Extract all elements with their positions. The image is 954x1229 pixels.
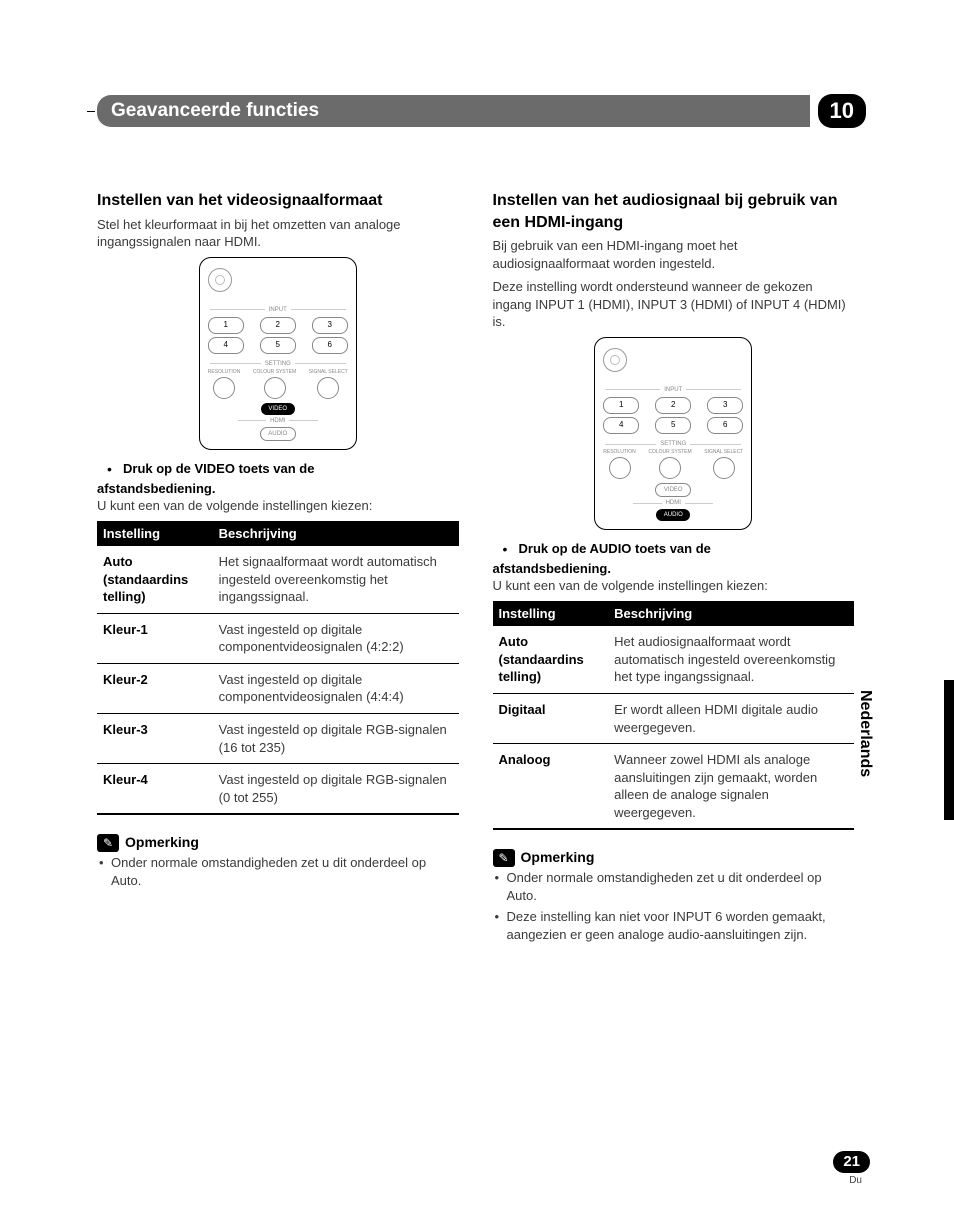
cell-k3: Kleur-3 bbox=[97, 713, 213, 763]
pencil-icon: ✎ bbox=[493, 849, 515, 867]
cell-k1: Kleur-1 bbox=[97, 613, 213, 663]
cell-auto-desc: Het audiosignaalformaat wordt automatisc… bbox=[608, 626, 854, 693]
cell-k3-desc: Vast ingesteld op digitale RGB-signalen … bbox=[213, 713, 459, 763]
remote-diagram-video: INPUT 1 2 3 4 5 6 SETTING RESOLUTION COL… bbox=[97, 257, 459, 450]
cell-ana: Analoog bbox=[493, 744, 609, 830]
cell-auto: Auto (standaardins telling) bbox=[97, 546, 213, 613]
th-beschrijving: Beschrijving bbox=[213, 521, 459, 547]
left-intro: Stel het kleurformaat in bij het omzette… bbox=[97, 216, 459, 251]
input-label: INPUT bbox=[664, 386, 682, 394]
right-table: Instelling Beschrijving Auto (standaardi… bbox=[493, 601, 855, 830]
cell-k4-desc: Vast ingesteld op digitale RGB-signalen … bbox=[213, 764, 459, 815]
remote-diagram-audio: INPUT 1 2 3 4 5 6 SETTING RESOLUTION COL… bbox=[493, 337, 855, 530]
remote-btn-2: 2 bbox=[655, 397, 691, 414]
remote-btn-4: 4 bbox=[208, 337, 244, 354]
left-sub: U kunt een van de volgende instellingen … bbox=[97, 497, 459, 515]
remote-btn-3: 3 bbox=[707, 397, 743, 414]
right-sub: U kunt een van de volgende instellingen … bbox=[493, 577, 855, 595]
edge-marker bbox=[944, 680, 954, 820]
left-bullet: Druk op de VIDEO toets van de bbox=[97, 460, 459, 478]
setting-res: RESOLUTION bbox=[603, 450, 636, 455]
th-instelling: Instelling bbox=[493, 601, 609, 627]
remote-btn-4: 4 bbox=[603, 417, 639, 434]
page-sub: Du bbox=[849, 1174, 862, 1188]
cell-k4: Kleur-4 bbox=[97, 764, 213, 815]
setting-label: SETTING bbox=[265, 360, 291, 368]
led-icon bbox=[603, 348, 627, 372]
note-title-left: Opmerking bbox=[125, 833, 199, 852]
th-beschrijving: Beschrijving bbox=[608, 601, 854, 627]
right-note-1: Onder normale omstandigheden zet u dit o… bbox=[493, 869, 855, 904]
chapter-title: Geavanceerde functies bbox=[97, 95, 810, 127]
left-heading: Instellen van het videosignaalformaat bbox=[97, 190, 459, 212]
remote-btn-6: 6 bbox=[312, 337, 348, 354]
setting-sig: SIGNAL SELECT bbox=[704, 450, 743, 455]
led-icon bbox=[208, 268, 232, 292]
cell-auto: Auto (standaardins telling) bbox=[493, 626, 609, 693]
right-bullet-l2: afstandsbediening. bbox=[493, 560, 855, 578]
remote-btn-5: 5 bbox=[655, 417, 691, 434]
audio-pill: AUDIO bbox=[260, 427, 296, 441]
language-tab: Nederlands bbox=[854, 690, 876, 777]
left-table: Instelling Beschrijving Auto (standaardi… bbox=[97, 521, 459, 816]
remote-btn-6: 6 bbox=[707, 417, 743, 434]
setting-sig: SIGNAL SELECT bbox=[309, 370, 348, 375]
cell-dig: Digitaal bbox=[493, 694, 609, 744]
left-column: Instellen van het videosignaalformaat St… bbox=[97, 190, 459, 947]
page-number: 21 bbox=[833, 1151, 870, 1173]
left-bullet-l2: afstandsbediening. bbox=[97, 480, 459, 498]
right-bullet-l1: Druk op de AUDIO toets van de bbox=[519, 541, 711, 556]
cell-k2: Kleur-2 bbox=[97, 663, 213, 713]
right-intro2: Deze instelling wordt ondersteund wannee… bbox=[493, 278, 855, 331]
right-bullet: Druk op de AUDIO toets van de bbox=[493, 540, 855, 558]
note-title-right: Opmerking bbox=[521, 848, 595, 867]
cell-auto-desc: Het signaalformaat wordt automatisch ing… bbox=[213, 546, 459, 613]
right-note-2: Deze instelling kan niet voor INPUT 6 wo… bbox=[493, 908, 855, 943]
cell-k2-desc: Vast ingesteld op digitale componentvide… bbox=[213, 663, 459, 713]
right-intro1: Bij gebruik van een HDMI-ingang moet het… bbox=[493, 237, 855, 272]
remote-btn-1: 1 bbox=[208, 317, 244, 334]
right-heading: Instellen van het audiosignaal bij gebru… bbox=[493, 190, 855, 233]
cell-dig-desc: Er wordt alleen HDMI digitale audio weer… bbox=[608, 694, 854, 744]
hdmi-label: HDMI bbox=[666, 499, 681, 507]
setting-label: SETTING bbox=[660, 440, 686, 448]
video-pill: VIDEO bbox=[261, 403, 295, 415]
chapter-bar: Geavanceerde functies 10 bbox=[97, 96, 866, 126]
remote-btn-5: 5 bbox=[260, 337, 296, 354]
remote-btn-3: 3 bbox=[312, 317, 348, 334]
left-bullet-l1: Druk op de VIDEO toets van de bbox=[123, 461, 314, 476]
video-pill: VIDEO bbox=[655, 483, 691, 497]
audio-pill: AUDIO bbox=[656, 509, 690, 521]
remote-btn-2: 2 bbox=[260, 317, 296, 334]
cell-k1-desc: Vast ingesteld op digitale componentvide… bbox=[213, 613, 459, 663]
setting-res: RESOLUTION bbox=[208, 370, 241, 375]
pencil-icon: ✎ bbox=[97, 834, 119, 852]
right-column: Instellen van het audiosignaal bij gebru… bbox=[493, 190, 855, 947]
cell-ana-desc: Wanneer zowel HDMI als analoge aansluiti… bbox=[608, 744, 854, 830]
th-instelling: Instelling bbox=[97, 521, 213, 547]
left-note-1: Onder normale omstandigheden zet u dit o… bbox=[97, 854, 459, 889]
remote-btn-1: 1 bbox=[603, 397, 639, 414]
hdmi-label: HDMI bbox=[270, 417, 285, 425]
input-label: INPUT bbox=[269, 306, 287, 314]
setting-col: COLOUR SYSTEM bbox=[648, 450, 691, 455]
chapter-number: 10 bbox=[818, 94, 866, 128]
setting-col: COLOUR SYSTEM bbox=[253, 370, 296, 375]
